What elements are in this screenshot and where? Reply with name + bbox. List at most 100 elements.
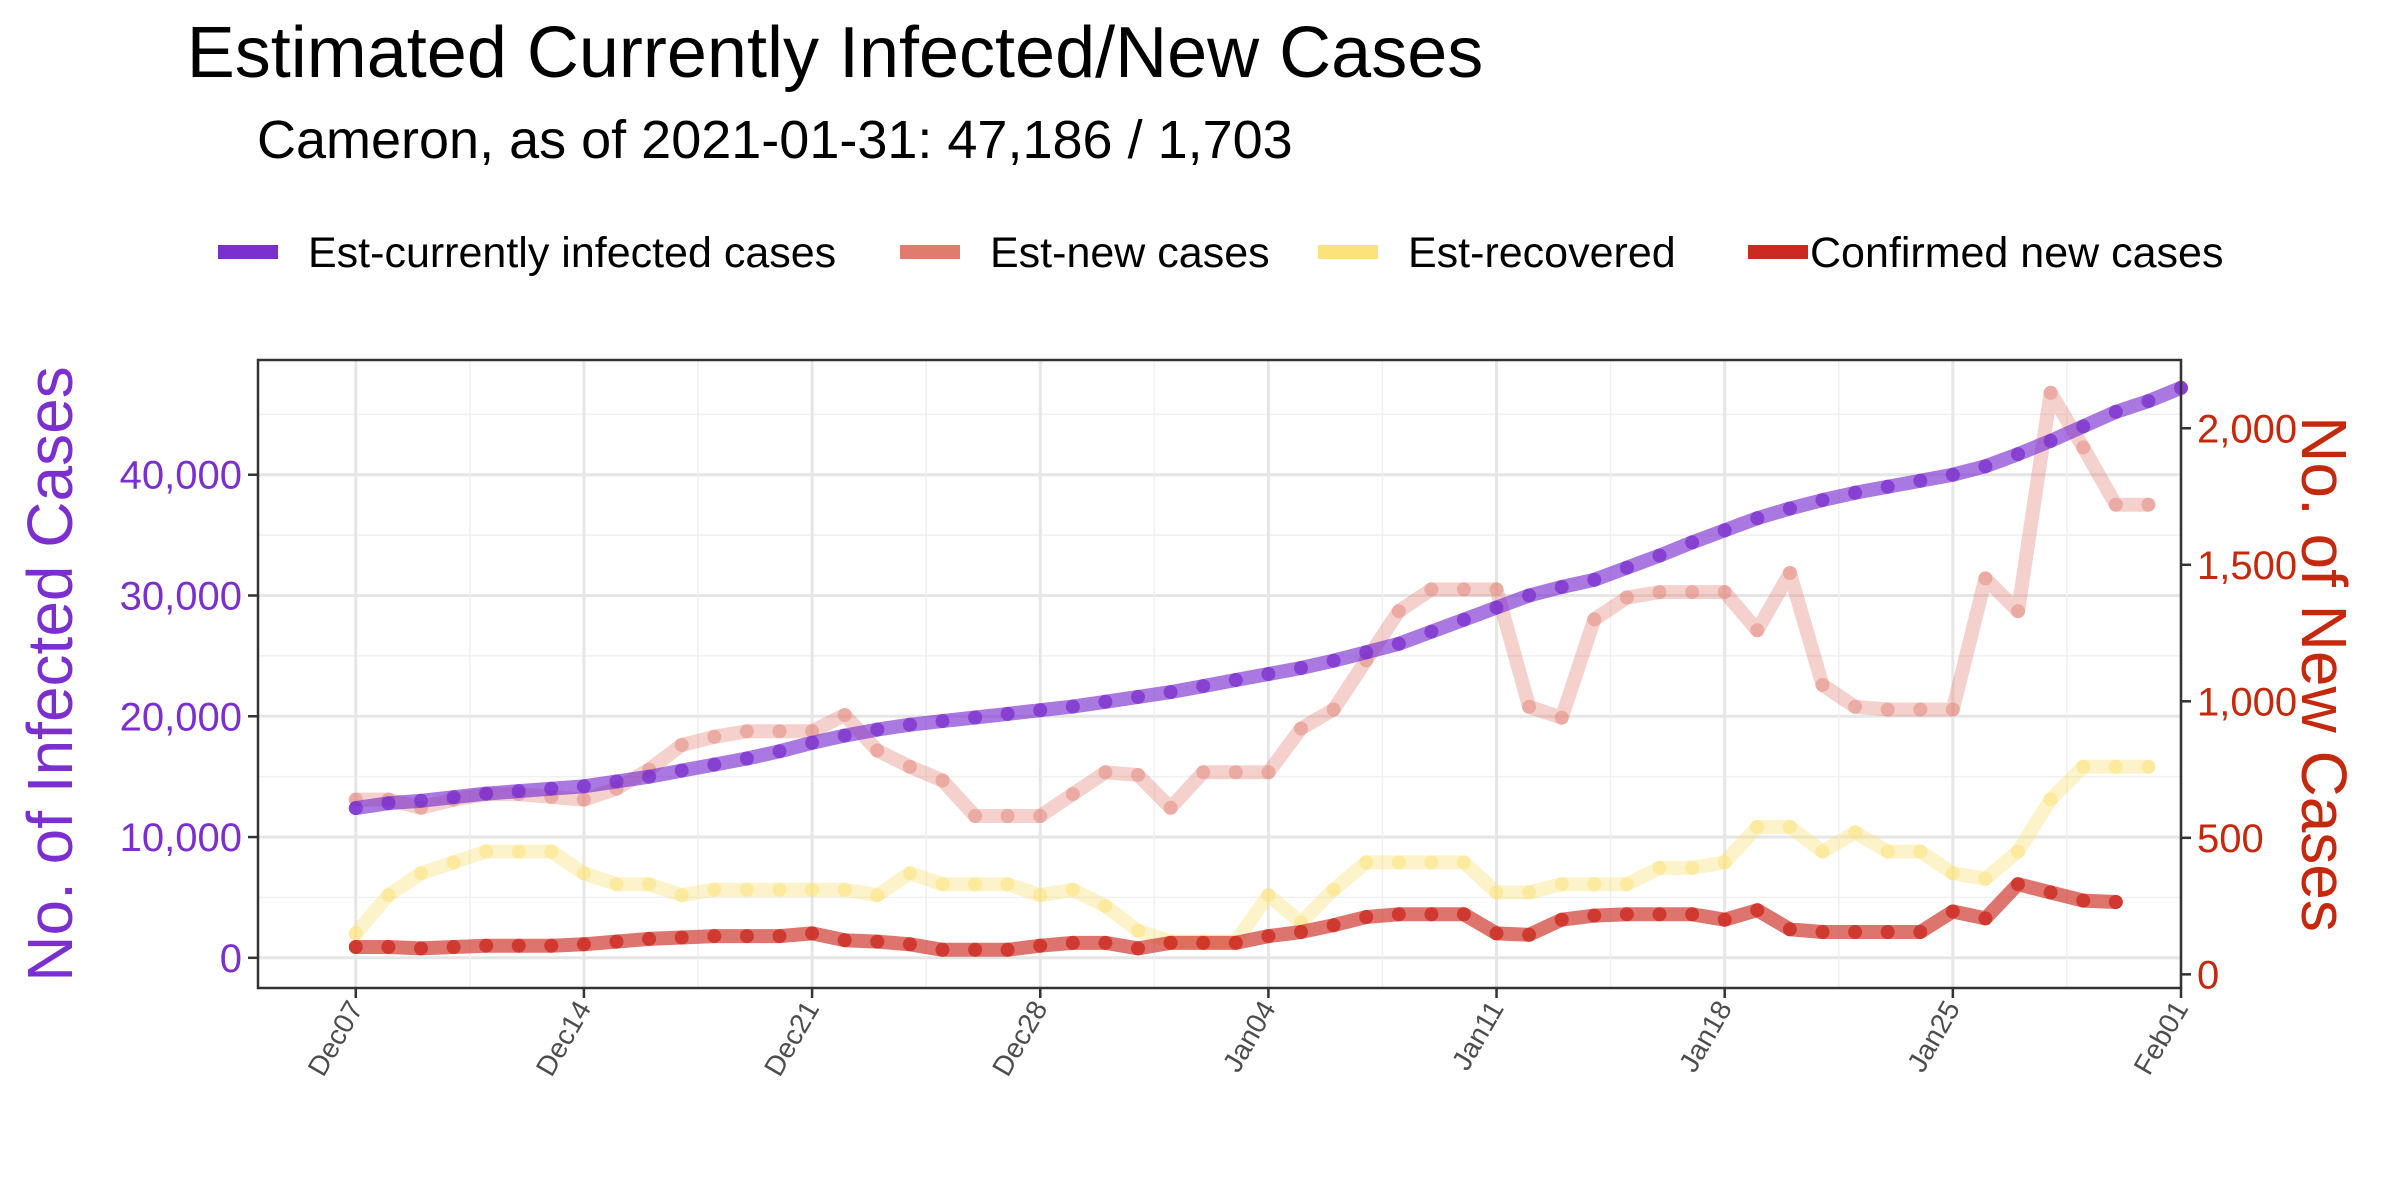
data-point-recovered [381, 888, 396, 903]
data-point-est-new [1456, 582, 1471, 597]
series-confirmed [348, 877, 2123, 957]
data-point-confirmed [935, 942, 950, 957]
data-point-confirmed [1359, 910, 1374, 924]
data-point-est-new [1131, 768, 1145, 782]
data-point-infected [609, 774, 624, 789]
data-point-infected [1522, 588, 1537, 603]
data-point-confirmed [1652, 907, 1667, 922]
legend: Est-currently infected cases Est-new cas… [218, 229, 2223, 277]
data-point-infected [2141, 394, 2156, 409]
data-point-est-new [1587, 612, 1602, 627]
data-point-recovered [1326, 882, 1341, 897]
x-tick-label: Feb01 [2128, 996, 2195, 1080]
data-point-confirmed [902, 937, 917, 952]
data-point-confirmed [511, 938, 526, 953]
data-point-confirmed [446, 940, 461, 954]
data-point-est-new [1945, 702, 1960, 717]
data-point-confirmed [1065, 935, 1080, 950]
data-point-recovered [2011, 844, 2025, 859]
x-tick-label: Dec07 [302, 996, 369, 1082]
data-point-est-new [1652, 585, 1667, 600]
x-tick-label: Jan18 [1673, 996, 1738, 1078]
data-point-est-new [1261, 765, 1276, 780]
data-point-confirmed [837, 933, 852, 948]
data-point-infected [1652, 548, 1667, 563]
data-point-confirmed [1978, 911, 1993, 926]
data-point-infected [1294, 661, 1308, 675]
series-recovered [348, 759, 2156, 949]
data-point-recovered [1033, 888, 1048, 903]
data-point-confirmed [1131, 941, 1145, 956]
chart-subtitle: Cameron, as of 2021-01-31: 47,186 / 1,70… [257, 110, 1293, 170]
legend-item-recovered: Est-recovered [1318, 229, 1676, 277]
series-layer [348, 380, 2188, 957]
data-point-confirmed [674, 930, 689, 945]
data-point-est-new [1326, 702, 1341, 717]
data-point-recovered [1456, 855, 1471, 870]
data-point-est-new [1815, 677, 1830, 692]
y-left-tick-label: 10,000 [120, 816, 242, 860]
data-point-recovered [642, 877, 657, 892]
data-point-confirmed [1163, 935, 1178, 950]
data-point-infected [968, 710, 983, 725]
data-point-confirmed [1587, 908, 1602, 923]
data-point-infected [1000, 706, 1015, 721]
data-point-recovered [1685, 860, 1700, 875]
data-point-infected [544, 781, 559, 796]
legend-item-est-new: Est-new cases [900, 229, 1270, 277]
data-point-confirmed [1294, 925, 1308, 939]
legend-item-infected: Est-currently infected cases [218, 229, 836, 277]
data-point-recovered [2043, 792, 2058, 807]
y-right-axis-title: No. of New Cases [2288, 416, 2360, 932]
data-point-est-new [1000, 809, 1015, 823]
data-point-infected [511, 784, 526, 799]
x-tick-label: Dec28 [986, 996, 1053, 1082]
data-point-infected [772, 744, 787, 759]
data-point-est-new [1685, 585, 1700, 600]
data-point-est-new [772, 724, 787, 739]
data-point-infected [1065, 699, 1080, 714]
data-point-infected [1489, 600, 1504, 615]
data-point-recovered [1554, 877, 1569, 892]
data-point-recovered [805, 882, 820, 897]
data-point-infected [707, 757, 722, 772]
data-point-est-new [1489, 582, 1504, 597]
data-point-confirmed [1326, 918, 1341, 933]
data-point-est-new [1913, 702, 1928, 717]
data-point-est-new [1717, 585, 1732, 600]
data-point-recovered [511, 844, 526, 859]
data-point-infected [1685, 535, 1700, 550]
data-point-confirmed [1000, 942, 1015, 957]
x-tick-label: Jan04 [1217, 996, 1282, 1078]
data-point-confirmed [805, 926, 820, 941]
data-point-confirmed [1196, 935, 1211, 950]
data-point-infected [414, 793, 428, 808]
data-point-infected [1848, 485, 1863, 500]
y-right-tick-label: 0 [2197, 953, 2219, 997]
data-point-confirmed [870, 934, 885, 949]
data-point-infected [1978, 459, 1993, 474]
plot-panel-background [258, 360, 2181, 988]
data-point-recovered [609, 877, 624, 892]
data-point-recovered [1652, 860, 1667, 875]
data-point-est-new [1424, 582, 1439, 597]
data-point-est-new [1294, 721, 1308, 736]
data-point-infected [479, 786, 494, 801]
y-left-tick-label: 20,000 [120, 695, 242, 739]
series-infected [348, 380, 2188, 816]
data-point-infected [1163, 685, 1178, 700]
data-point-confirmed [2011, 877, 2025, 892]
data-point-infected [837, 728, 852, 743]
data-point-est-new [1880, 702, 1895, 717]
data-point-confirmed [1261, 929, 1276, 944]
legend-label-confirmed: Confirmed new cases [1810, 229, 2223, 277]
data-point-confirmed [772, 929, 787, 944]
data-point-est-new [870, 743, 885, 758]
y-left-tick-label: 40,000 [120, 454, 242, 498]
data-point-recovered [1587, 877, 1602, 892]
data-point-recovered [772, 882, 787, 897]
data-point-confirmed [1522, 927, 1537, 942]
data-point-recovered [1619, 877, 1634, 892]
data-point-confirmed [1228, 935, 1243, 950]
data-point-confirmed [1782, 922, 1797, 937]
